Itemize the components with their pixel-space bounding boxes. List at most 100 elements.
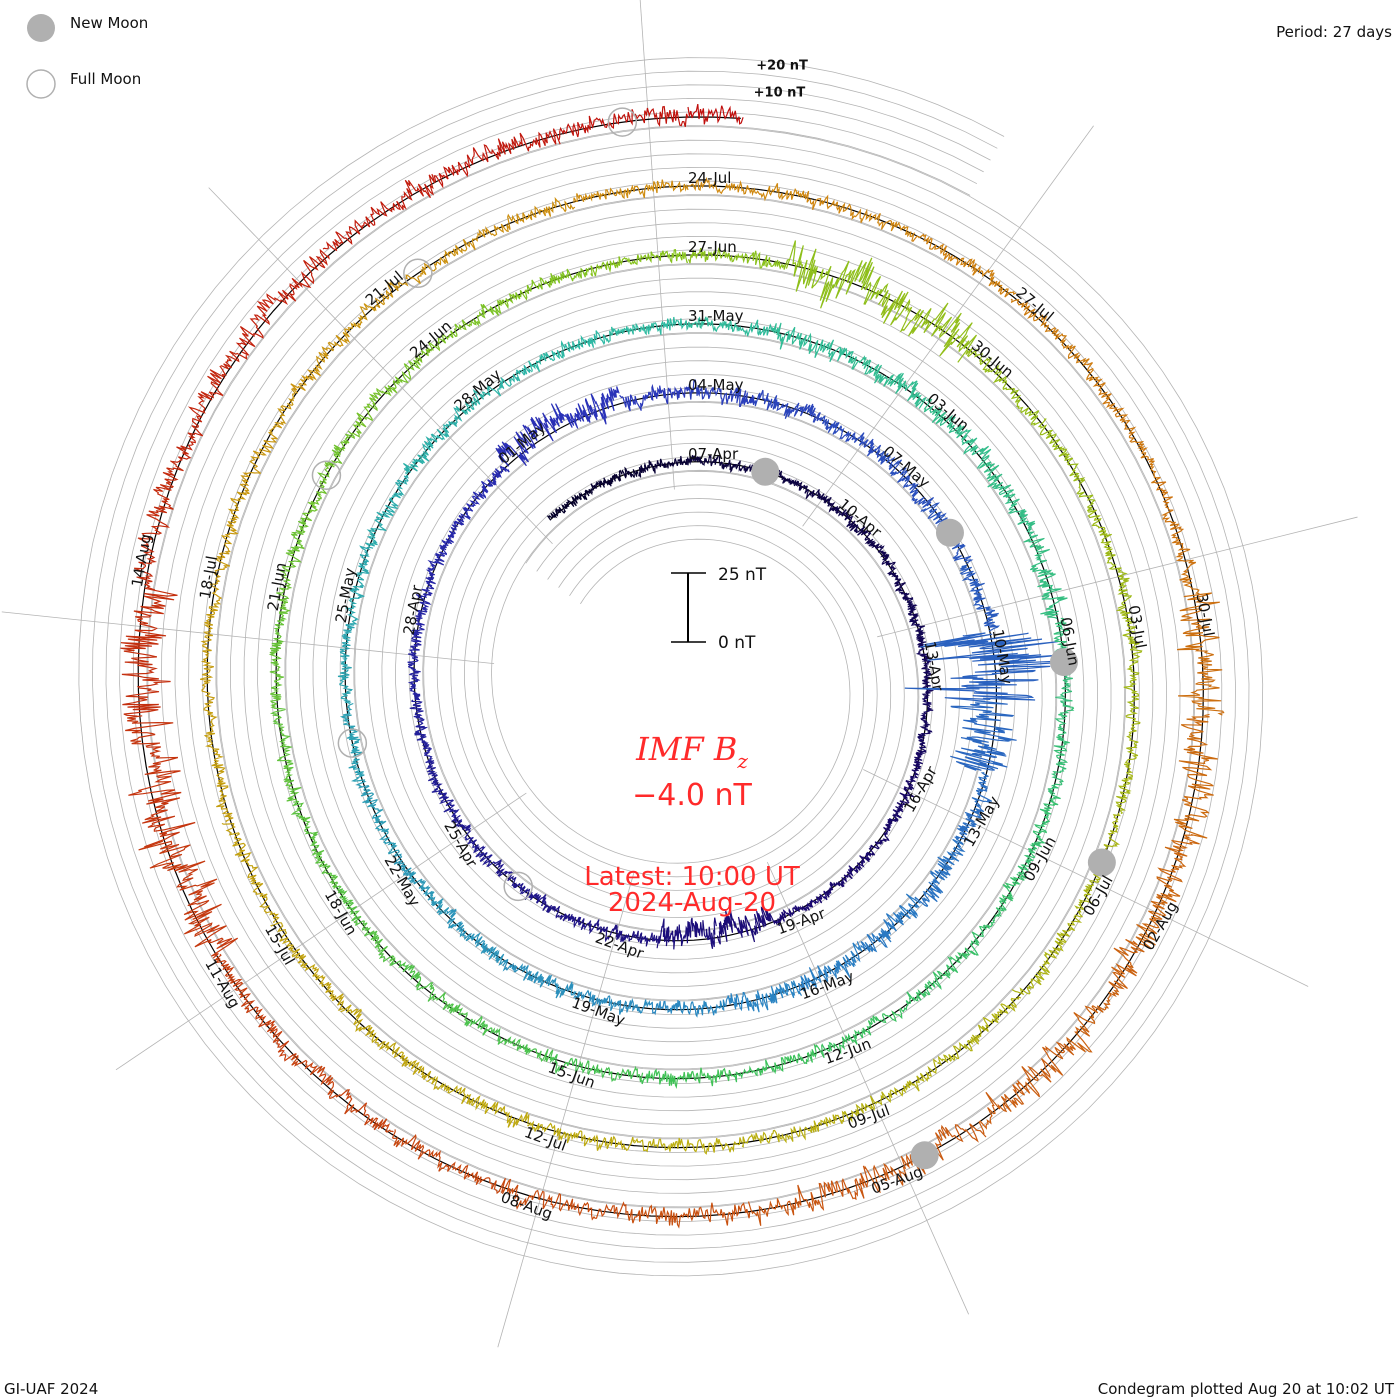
- latest-time: Latest: 10:00 UT: [584, 862, 800, 892]
- date-label: 24-Jul: [688, 169, 731, 187]
- new-moon-marker: [751, 457, 780, 486]
- bz-trace-segment: [1047, 705, 1075, 795]
- bz-trace-segment: [209, 491, 247, 602]
- grid-spiral: [105, 84, 1236, 1250]
- bz-trace-segment: [871, 543, 906, 592]
- bz-trace-segment: [371, 238, 468, 312]
- bz-trace-segment: [626, 1202, 751, 1229]
- date-label: 13-Apr: [921, 640, 948, 693]
- bz-trace-segment: [953, 772, 993, 843]
- bz-trace-segment: [425, 514, 465, 575]
- bz-trace-segment: [276, 517, 309, 613]
- bz-trace-segment: [899, 591, 927, 643]
- grid-spoke: [877, 516, 1358, 638]
- bz-trace-segment: [392, 850, 450, 916]
- bz-trace-segment: [687, 316, 773, 337]
- bz-trace-segment: [133, 460, 184, 591]
- bz-trace-segment: [268, 612, 288, 709]
- bz-trace-segment: [199, 600, 222, 713]
- bz-trace-segment: [550, 386, 620, 429]
- bz-trace-segment: [415, 303, 502, 365]
- bz-trace-segment: [754, 389, 822, 423]
- bz-trace-segment: [606, 316, 689, 344]
- bz-trace-segment: [733, 1043, 825, 1083]
- bz-trace-segment: [741, 1110, 845, 1148]
- bz-trace-segment: [969, 873, 1025, 956]
- bz-trace-segment: [774, 890, 828, 927]
- scale-bar: 25 nT 0 nT: [671, 565, 767, 653]
- bz-trace-segment: [445, 908, 507, 966]
- bz-trace-segment: [573, 989, 651, 1015]
- full-moon-marker: [607, 107, 638, 137]
- grid-spiral: [119, 97, 1223, 1236]
- moon-markers: [311, 107, 1116, 1170]
- new-moon-legend-label: New Moon: [70, 14, 148, 32]
- bz-trace-segment: [125, 715, 196, 848]
- bz-trace-segment: [1087, 509, 1133, 609]
- bz-trace-segment: [495, 412, 558, 467]
- date-label: 25-May: [332, 566, 359, 624]
- grid-spoke: [497, 871, 635, 1348]
- bz-trace-segment: [641, 1067, 735, 1089]
- bz-trace-segment: [138, 840, 239, 959]
- bz-trace-segment: [337, 623, 355, 705]
- bz-trace-segment: [878, 289, 978, 363]
- plotted-label: Condegram plotted Aug 20 at 10:02 UT: [1097, 1380, 1394, 1398]
- grid-spoke: [802, 125, 1094, 527]
- bz-trace-segment: [203, 711, 234, 823]
- bz-trace-segment: [402, 407, 463, 475]
- bz-trace-segment: [339, 702, 366, 782]
- bz-trace-segment: [494, 860, 547, 907]
- bz-trace-segment: [911, 233, 1017, 298]
- bz-trace-segment: [598, 924, 659, 947]
- date-label: 21-Jun: [264, 561, 290, 612]
- bz-trace-segment: [269, 707, 302, 802]
- parameter-title: IMF Bz: [635, 730, 748, 773]
- bz-trace-segment: [1066, 938, 1145, 1053]
- bz-trace-segment: [425, 760, 460, 820]
- bz-trace-segment: [902, 947, 976, 1012]
- bz-trace-segment: [527, 1120, 636, 1151]
- date-label: 31-May: [688, 307, 744, 325]
- bz-trace-segment: [466, 196, 576, 251]
- bz-trace-segment: [214, 953, 297, 1062]
- bz-trace-segment: [365, 475, 410, 547]
- bz-trace-segment: [978, 461, 1036, 537]
- bz-trace-segment: [501, 1178, 627, 1221]
- bz-trace-segment: [335, 885, 396, 966]
- bz-trace-segment: [823, 852, 871, 898]
- bz-trace-segment: [788, 478, 837, 513]
- bz-trace-segment: [860, 893, 921, 953]
- bz-trace-segment: [547, 488, 593, 521]
- bz-trace-segment: [351, 359, 421, 438]
- date-label: 11-Aug: [201, 956, 243, 1011]
- period-label: Period: 27 days: [1276, 23, 1392, 41]
- bz-trace-segment: [455, 364, 532, 415]
- bz-trace-segment: [1135, 834, 1200, 950]
- bz-trace-segment: [558, 105, 689, 141]
- date-label: 27-Jun: [688, 238, 737, 256]
- bz-trace-segment: [950, 700, 1017, 771]
- new-moon-marker: [910, 1141, 939, 1170]
- bz-trace-segment: [1154, 481, 1200, 595]
- bz-trace-segment: [821, 415, 883, 459]
- date-label: 08-Aug: [498, 1188, 554, 1223]
- bz-trace-segment: [291, 1053, 394, 1133]
- bz-trace-segment: [221, 822, 280, 924]
- new-moon-marker: [935, 518, 964, 547]
- date-label: 04-May: [688, 376, 744, 394]
- bz-trace-segment: [549, 1053, 644, 1083]
- date-label: 30-Jul: [1193, 592, 1218, 638]
- grid-spiral: [92, 70, 1250, 1263]
- bz-trace-segment: [656, 917, 717, 950]
- bz-trace-segment: [290, 303, 376, 394]
- bz-trace-segment: [1037, 418, 1096, 512]
- new-moon-legend-icon: [27, 14, 55, 42]
- bz-trace-segment: [290, 800, 339, 890]
- offset-label-20: +20 nT: [756, 58, 808, 73]
- bz-trace-segment: [716, 905, 776, 945]
- bz-trace-segment: [239, 388, 296, 495]
- bz-trace-segment: [803, 190, 916, 238]
